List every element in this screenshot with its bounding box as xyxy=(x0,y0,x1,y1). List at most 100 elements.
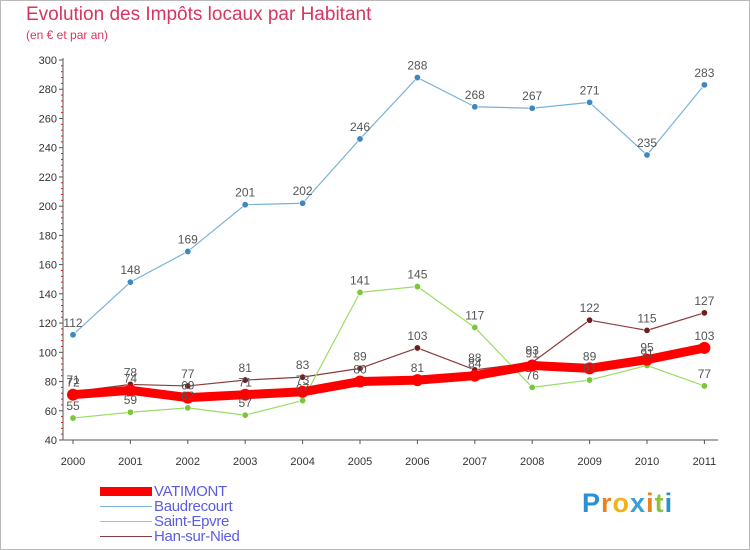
data-label-han-sur-nied: 103 xyxy=(407,329,427,343)
data-point-vatimont xyxy=(641,353,653,366)
logo-letter: r xyxy=(601,488,613,518)
data-label-baudrecourt: 267 xyxy=(522,89,542,103)
x-tick-label: 2000 xyxy=(61,456,85,468)
data-point-baudrecourt xyxy=(528,104,536,112)
data-label-saint-epvre: 67 xyxy=(296,382,310,396)
legend-swatch-vatimont xyxy=(100,487,152,496)
series-line-han-sur-nied xyxy=(72,312,706,393)
data-label-han-sur-nied: 78 xyxy=(124,365,138,379)
data-label-vatimont: 103 xyxy=(694,329,714,343)
data-point-vatimont xyxy=(698,341,711,354)
data-label-saint-epvre: 141 xyxy=(350,273,370,287)
x-tick-label: 2001 xyxy=(118,456,142,468)
data-label-baudrecourt: 112 xyxy=(63,316,82,330)
data-point-baudrecourt xyxy=(586,98,594,106)
data-label-saint-epvre: 77 xyxy=(698,367,712,381)
y-tick-label: 260 xyxy=(39,113,57,125)
data-label-baudrecourt: 169 xyxy=(178,232,198,246)
data-point-han-sur-nied xyxy=(586,316,594,324)
x-tick-label: 2009 xyxy=(577,456,601,468)
data-point-han-sur-nied xyxy=(700,309,708,317)
data-point-saint-epvre xyxy=(299,397,307,405)
data-label-vatimont: 80 xyxy=(353,363,367,377)
data-point-vatimont xyxy=(239,388,252,401)
data-label-vatimont: 84 xyxy=(468,357,482,371)
data-point-saint-epvre xyxy=(413,283,421,291)
data-point-vatimont xyxy=(67,388,79,401)
data-labels-layer: 72 74 69 71 73 80 81 84 91 89 95 103 112 148 169 201 202… xyxy=(63,59,714,414)
x-tick-label: 2010 xyxy=(635,456,659,468)
data-point-han-sur-nied xyxy=(356,364,364,372)
y-tick-label: 280 xyxy=(39,84,57,96)
logo-letter: t xyxy=(654,488,665,518)
data-label-han-sur-nied: 93 xyxy=(526,344,540,358)
data-label-saint-epvre: 81 xyxy=(583,361,597,375)
data-point-saint-epvre xyxy=(184,404,192,412)
data-point-han-sur-nied xyxy=(241,376,249,384)
series-line-vatimont xyxy=(68,343,709,403)
data-label-vatimont: 91 xyxy=(526,346,540,360)
data-label-baudrecourt: 283 xyxy=(694,66,714,80)
data-label-han-sur-nied: 83 xyxy=(296,358,310,372)
data-label-baudrecourt: 202 xyxy=(293,184,313,198)
data-point-han-sur-nied xyxy=(643,326,651,334)
y-tick-label: 200 xyxy=(39,201,57,213)
logo-letter: i xyxy=(664,488,674,518)
data-label-han-sur-nied: 127 xyxy=(694,294,714,308)
data-point-baudrecourt xyxy=(69,331,77,339)
data-point-vatimont xyxy=(411,374,424,387)
data-point-saint-epvre xyxy=(241,411,249,419)
data-label-saint-epvre: 117 xyxy=(465,308,484,322)
legend-label-baudrecourt: Baudrecourt xyxy=(154,498,233,515)
chart-subtitle: (en € et par an) xyxy=(26,28,109,42)
legend-swatch-saint-epvre xyxy=(100,521,152,522)
x-tick-label: 2003 xyxy=(233,456,257,468)
data-point-baudrecourt xyxy=(471,103,479,111)
data-point-han-sur-nied xyxy=(299,373,307,381)
x-tick-label: 2007 xyxy=(463,456,487,468)
data-label-han-sur-nied: 115 xyxy=(637,311,656,325)
data-label-saint-epvre: 59 xyxy=(124,393,138,407)
data-label-vatimont: 81 xyxy=(411,361,425,375)
logo-letter: x xyxy=(630,488,647,518)
data-point-vatimont xyxy=(526,359,539,372)
data-point-vatimont xyxy=(181,391,194,404)
data-label-han-sur-nied: 122 xyxy=(580,301,600,315)
y-tick-label: 240 xyxy=(39,143,57,155)
data-label-vatimont: 72 xyxy=(66,376,80,390)
y-tick-label: 140 xyxy=(39,289,57,301)
data-point-han-sur-nied xyxy=(413,344,421,352)
data-point-baudrecourt xyxy=(700,81,708,89)
series-line-baudrecourt xyxy=(72,76,706,336)
data-label-vatimont: 89 xyxy=(583,349,597,363)
data-label-saint-epvre: 62 xyxy=(181,389,195,403)
data-label-baudrecourt: 148 xyxy=(120,263,140,277)
chart-title: Evolution des Impôts locaux par Habitant xyxy=(26,4,372,25)
legend-label-han-sur-nied: Han-sur-Nied xyxy=(154,528,240,545)
y-tick-label: 100 xyxy=(39,347,57,359)
y-tick-label: 300 xyxy=(39,55,57,67)
data-point-saint-epvre xyxy=(586,376,594,384)
data-point-baudrecourt xyxy=(356,135,364,143)
data-point-vatimont xyxy=(468,369,481,382)
data-label-han-sur-nied: 88 xyxy=(468,351,482,365)
y-tick-label: 220 xyxy=(39,172,57,184)
data-label-baudrecourt: 271 xyxy=(580,83,600,97)
chart-axes: 40 60 80 100 120 140 160 180 200 220 240 260 280 300 2… xyxy=(39,55,718,468)
data-label-saint-epvre: 57 xyxy=(239,396,253,410)
data-label-han-sur-nied: 71 xyxy=(66,373,80,387)
logo-letter: P xyxy=(582,488,602,518)
data-label-baudrecourt: 235 xyxy=(637,136,657,150)
logo-letter: i xyxy=(646,488,655,518)
logo-letter: o xyxy=(612,488,631,518)
data-point-vatimont xyxy=(583,362,596,375)
series-line-saint-epvre xyxy=(72,285,706,419)
legend-swatch-baudrecourt xyxy=(100,506,152,507)
data-label-baudrecourt: 268 xyxy=(465,88,485,102)
data-point-baudrecourt xyxy=(299,199,307,207)
data-point-han-sur-nied xyxy=(184,382,192,390)
legend-label-vatimont: VATIMONT xyxy=(154,483,227,500)
data-label-han-sur-nied: 81 xyxy=(239,361,253,375)
